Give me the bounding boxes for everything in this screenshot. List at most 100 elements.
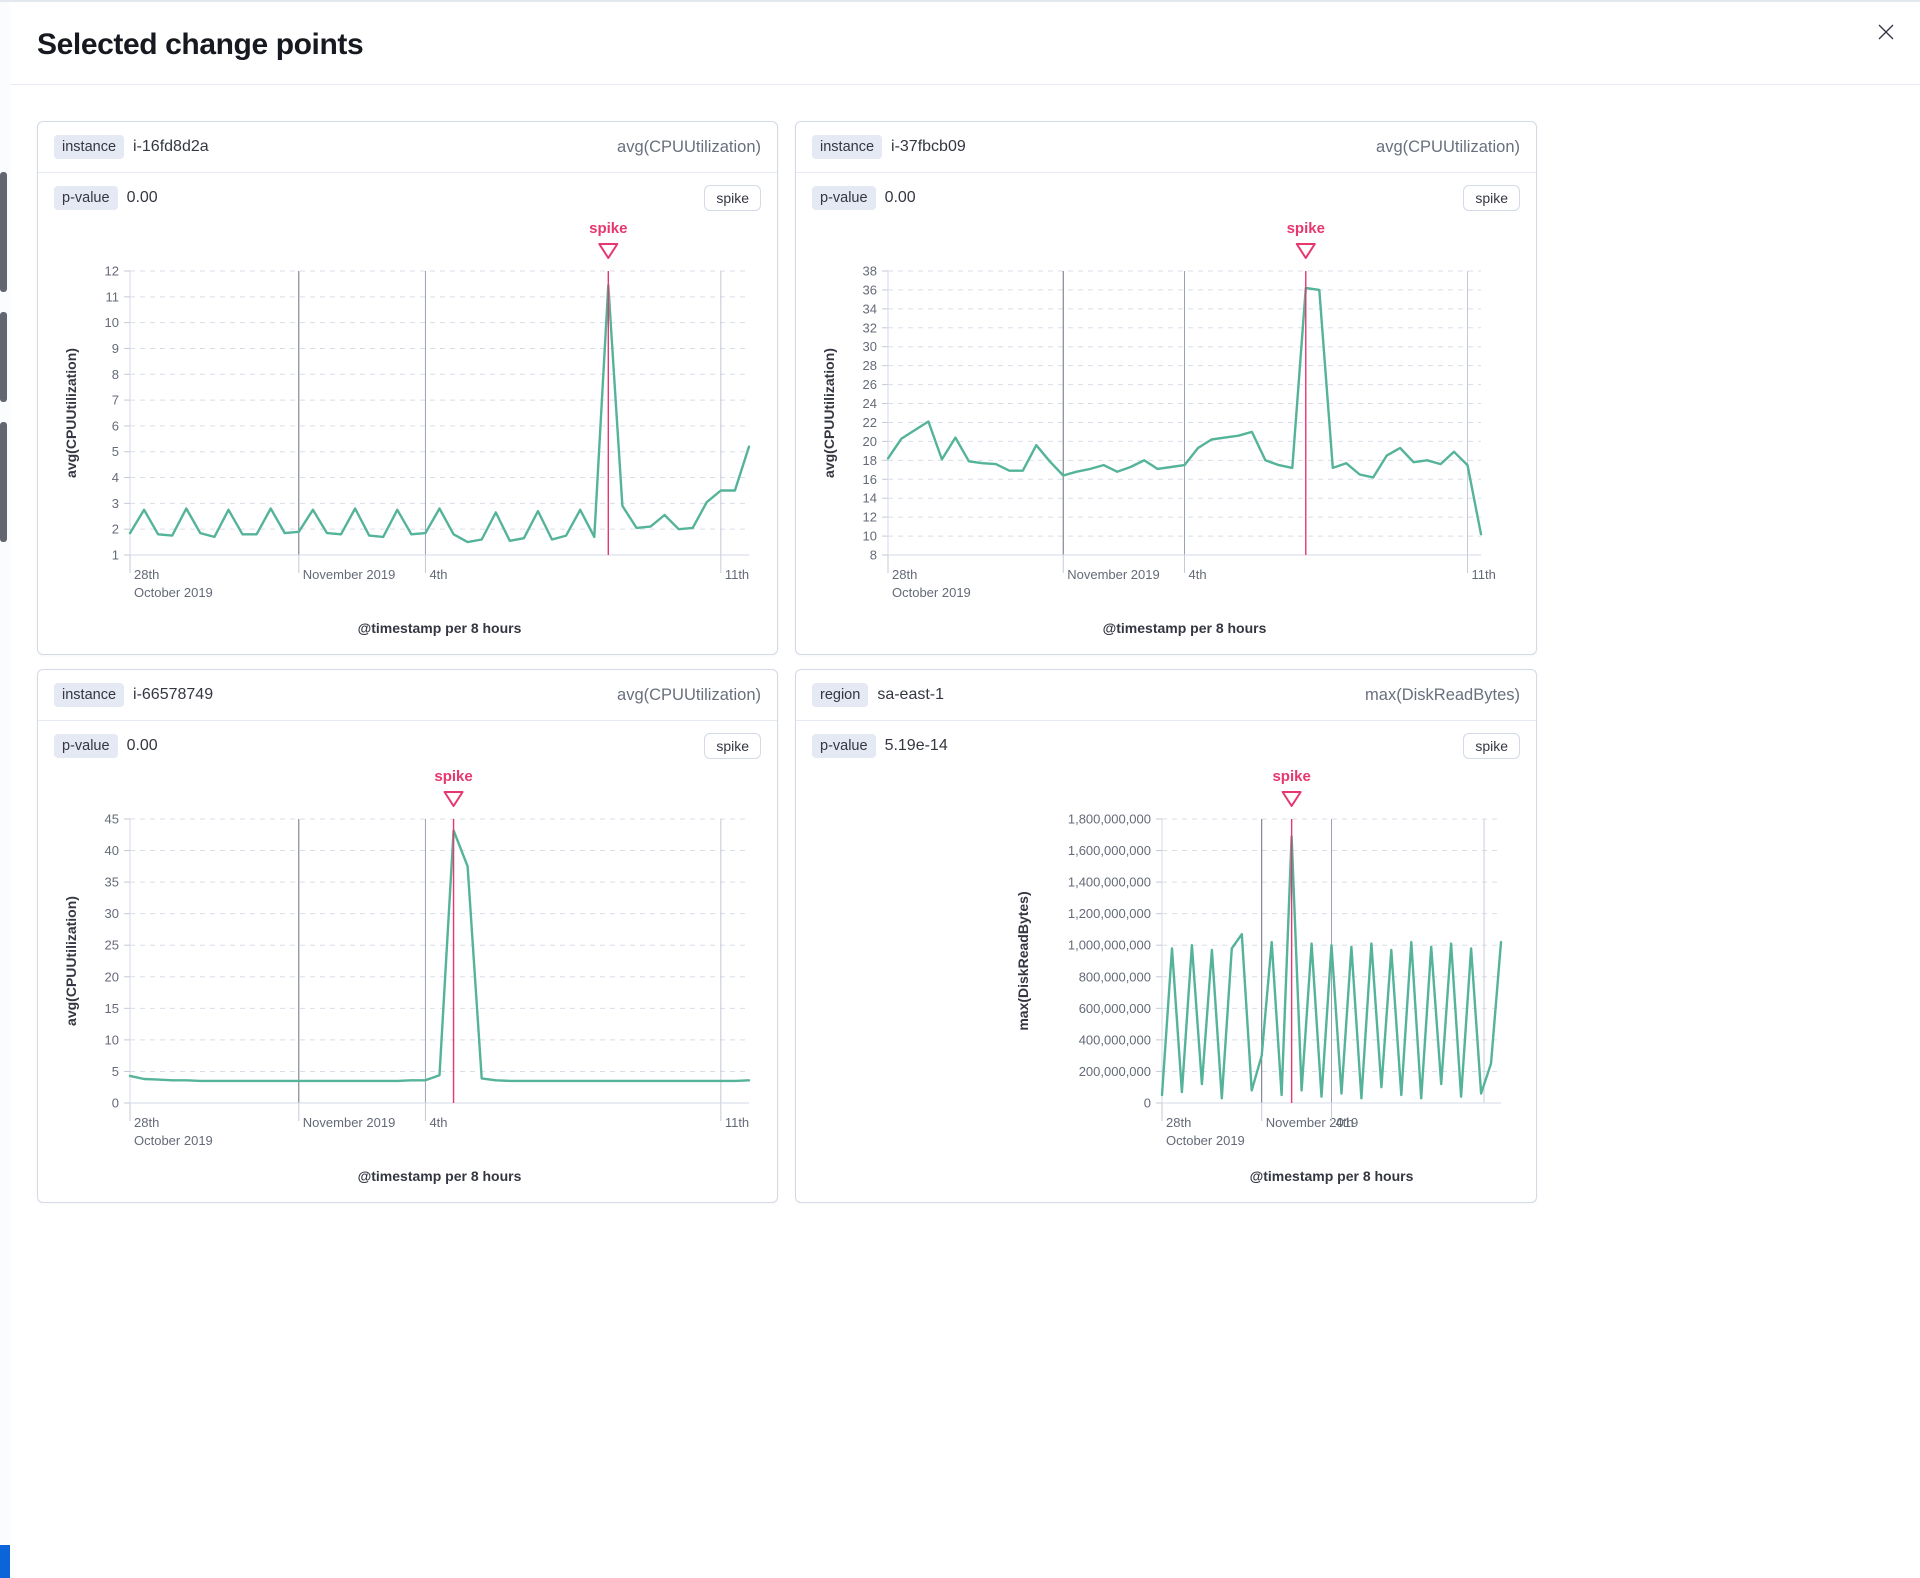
svg-text:11th: 11th [725, 567, 749, 582]
svg-text:22: 22 [863, 415, 877, 430]
svg-text:10: 10 [105, 1032, 119, 1047]
field-value: sa-east-1 [877, 686, 945, 703]
metric-label: avg(CPUUtilization) [1376, 137, 1520, 156]
svg-text:4th: 4th [1336, 1115, 1354, 1130]
p-value: 0.00 [126, 189, 158, 206]
panel-subheader: p-value 0.00 spike [38, 721, 777, 761]
svg-text:1,200,000,000: 1,200,000,000 [1068, 906, 1151, 921]
svg-text:28th: 28th [1166, 1115, 1191, 1130]
svg-text:October 2019: October 2019 [134, 585, 213, 600]
svg-text:@timestamp per 8 hours: @timestamp per 8 hours [1250, 1168, 1414, 1184]
change-point-chart[interactable]: 0 5 10 15 20 25 30 35 40 45 28th October 2019 Novemb… [54, 761, 763, 1191]
svg-text:9: 9 [112, 341, 119, 356]
svg-text:28: 28 [863, 358, 877, 373]
field-value: i-16fd8d2a [133, 138, 209, 155]
svg-text:1,800,000,000: 1,800,000,000 [1068, 812, 1151, 827]
svg-text:4th: 4th [429, 1115, 447, 1130]
svg-text:spike: spike [434, 768, 472, 785]
chart-container: 0 200,000,000 400,000,000 600,000,000 800,00… [796, 761, 1536, 1202]
change-point-chart[interactable]: 8 10 12 14 16 18 20 22 24 26 28 30 32 34 36 38 28th Octob… [812, 213, 1521, 643]
change-type-badge: spike [704, 185, 761, 211]
change-point-panel: instance i-16fd8d2a avg(CPUUtilization) … [37, 121, 778, 655]
svg-text:15: 15 [105, 1001, 119, 1016]
panel-header: instance i-37fbcb09 avg(CPUUtilization) [796, 122, 1536, 173]
svg-text:800,000,000: 800,000,000 [1079, 969, 1151, 984]
svg-text:@timestamp per 8 hours: @timestamp per 8 hours [358, 620, 522, 636]
field-value: i-66578749 [133, 686, 214, 703]
svg-text:38: 38 [863, 264, 877, 279]
svg-text:October 2019: October 2019 [892, 585, 971, 600]
svg-text:6: 6 [112, 418, 119, 433]
svg-text:400,000,000: 400,000,000 [1079, 1032, 1151, 1047]
panel-subheader: p-value 0.00 spike [38, 173, 777, 213]
panel-subheader: p-value 0.00 spike [796, 173, 1536, 213]
metric-label: avg(CPUUtilization) [617, 137, 761, 156]
change-point-panel: instance i-37fbcb09 avg(CPUUtilization) … [795, 121, 1537, 655]
svg-text:November 2019: November 2019 [1266, 1115, 1359, 1130]
change-point-panel: instance i-66578749 avg(CPUUtilization) … [37, 669, 778, 1203]
svg-text:avg(CPUUtilization): avg(CPUUtilization) [821, 348, 837, 478]
change-type-badge: spike [1463, 185, 1520, 211]
chart-container: 8 10 12 14 16 18 20 22 24 26 28 30 32 34 36 38 28th Octob… [796, 213, 1536, 654]
svg-text:October 2019: October 2019 [134, 1133, 213, 1148]
svg-text:1,400,000,000: 1,400,000,000 [1068, 875, 1151, 890]
panel-header: region sa-east-1 max(DiskReadBytes) [796, 670, 1536, 721]
svg-text:5: 5 [112, 1064, 119, 1079]
change-type-badge: spike [704, 733, 761, 759]
svg-text:5: 5 [112, 444, 119, 459]
svg-text:7: 7 [112, 393, 119, 408]
svg-text:spike: spike [589, 220, 627, 237]
field-name-badge: instance [54, 683, 125, 707]
svg-text:18: 18 [863, 453, 877, 468]
svg-text:30: 30 [105, 906, 119, 921]
svg-text:11: 11 [106, 289, 120, 304]
p-value-badge: p-value [812, 186, 876, 210]
svg-text:1,600,000,000: 1,600,000,000 [1068, 843, 1151, 858]
change-point-panel: region sa-east-1 max(DiskReadBytes) p-va… [795, 669, 1537, 1203]
svg-text:@timestamp per 8 hours: @timestamp per 8 hours [358, 1168, 522, 1184]
svg-text:600,000,000: 600,000,000 [1079, 1001, 1151, 1016]
field-name-badge: instance [812, 135, 883, 159]
field-value: i-37fbcb09 [891, 138, 966, 155]
svg-text:24: 24 [863, 396, 877, 411]
svg-text:30: 30 [863, 339, 877, 354]
svg-text:25: 25 [105, 938, 119, 953]
svg-text:10: 10 [863, 529, 877, 544]
svg-text:28th: 28th [134, 567, 159, 582]
metric-label: max(DiskReadBytes) [1365, 685, 1520, 704]
underlying-page-fragment [0, 172, 7, 292]
chart-container: 1 2 3 4 5 6 7 8 9 10 11 12 28th October 2019 November … [38, 213, 777, 654]
svg-text:spike: spike [1287, 220, 1325, 237]
svg-text:8: 8 [112, 367, 119, 382]
svg-text:32: 32 [863, 320, 877, 335]
svg-text:November 2019: November 2019 [303, 1115, 396, 1130]
svg-text:34: 34 [863, 301, 877, 316]
svg-text:45: 45 [105, 812, 119, 827]
p-value-badge: p-value [54, 734, 118, 758]
svg-text:20: 20 [105, 969, 119, 984]
change-point-chart[interactable]: 0 200,000,000 400,000,000 600,000,000 800,00… [812, 761, 1521, 1191]
svg-text:20: 20 [863, 434, 877, 449]
svg-text:November 2019: November 2019 [1067, 567, 1160, 582]
svg-text:28th: 28th [134, 1115, 159, 1130]
underlying-page-fragment [0, 422, 7, 542]
svg-text:35: 35 [105, 875, 119, 890]
svg-text:0: 0 [112, 1096, 119, 1111]
metric-label: avg(CPUUtilization) [617, 685, 761, 704]
svg-text:November 2019: November 2019 [303, 567, 396, 582]
field-name-badge: instance [54, 135, 125, 159]
p-value-badge: p-value [54, 186, 118, 210]
svg-text:spike: spike [1272, 768, 1310, 785]
field-name-badge: region [812, 683, 869, 707]
change-point-panels-grid: instance i-16fd8d2a avg(CPUUtilization) … [37, 121, 1537, 1203]
svg-text:avg(CPUUtilization): avg(CPUUtilization) [63, 896, 79, 1026]
svg-text:8: 8 [870, 548, 877, 563]
change-points-flyout: Selected change points instance i-16fd8d… [10, 2, 1920, 1578]
close-icon[interactable] [1874, 20, 1898, 44]
svg-text:10: 10 [105, 315, 119, 330]
svg-text:1,000,000,000: 1,000,000,000 [1068, 938, 1151, 953]
p-value-badge: p-value [812, 734, 876, 758]
svg-text:200,000,000: 200,000,000 [1079, 1064, 1151, 1079]
svg-text:avg(CPUUtilization): avg(CPUUtilization) [63, 348, 79, 478]
